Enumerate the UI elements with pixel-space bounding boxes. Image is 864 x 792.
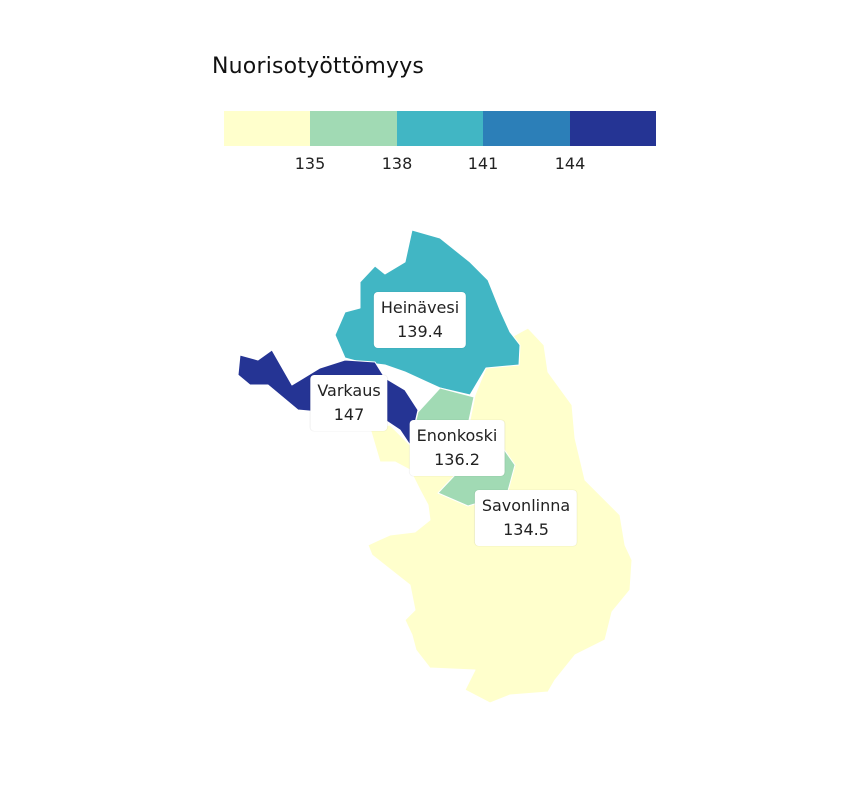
legend-tick-2: 138 [381,154,413,173]
region-name: Savonlinna [481,496,571,515]
legend-swatch-3 [396,111,484,146]
region-label-heinavesi: Heinävesi 139.4 [373,292,467,348]
region-name: Varkaus [317,381,381,400]
region-value: 147 [333,405,365,424]
region-value: 139.4 [397,322,443,341]
legend-swatch-1 [224,111,311,146]
region-label-savonlinna: Savonlinna 134.5 [474,490,578,546]
legend-color-scale [224,111,657,146]
legend-tick-4: 144 [554,154,586,173]
region-name: Enonkoski [416,426,498,445]
region-name: Heinävesi [380,298,460,317]
legend-swatch-5 [569,111,657,146]
region-value: 136.2 [434,450,480,469]
legend-tick-1: 135 [294,154,326,173]
region-value: 134.5 [503,520,549,539]
region-label-varkaus: Varkaus 147 [310,375,388,431]
region-label-enonkoski: Enonkoski 136.2 [409,420,505,476]
legend-swatch-2 [310,111,397,146]
legend-swatch-4 [483,111,570,146]
legend-title: Nuorisotyöttömyys [212,54,425,79]
legend-tick-3: 141 [467,154,499,173]
